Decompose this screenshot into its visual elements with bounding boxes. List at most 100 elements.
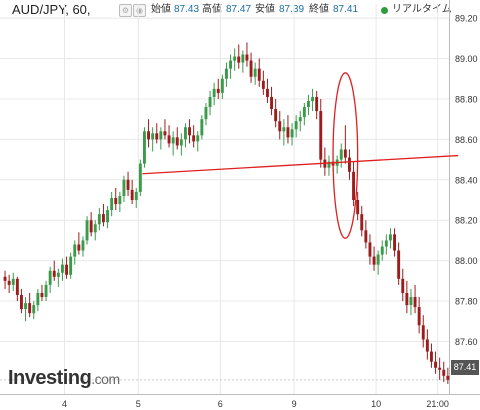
logo-text: Investing [8,367,92,389]
candle-body [384,240,388,247]
candle-body [352,171,355,201]
open-value: 87.43 [174,4,200,15]
candle-body [339,149,343,160]
candle-body [15,278,19,295]
candle-body [348,157,351,172]
low-label: 安値 [255,4,275,15]
candle-body [130,189,134,201]
camera-icon[interactable]: ◉ [133,4,146,17]
candle-body [3,276,7,281]
y-tick-label: 89.00 [455,54,478,64]
candle-body [368,242,372,257]
trend-line [142,154,459,175]
candle-body [220,78,224,93]
investing-logo: Investing.com [8,367,120,390]
close-value: 87.41 [333,4,359,15]
candle-body [245,54,249,61]
candle-body [73,244,77,257]
high-value: 87.47 [226,4,252,15]
candle-body [376,254,380,265]
candle-body [102,214,105,223]
candle-body [138,163,142,192]
candle-body [61,264,64,273]
candle-body [286,127,290,138]
candle-body [134,191,138,201]
candle-body [364,230,368,243]
candle-body [200,119,204,136]
candle-body [89,220,93,233]
candle-body [118,195,122,205]
close-label: 終値 [309,4,329,15]
candle-body [298,117,302,122]
candle-body [307,100,310,108]
candle-body [167,135,171,144]
settings-icon[interactable]: ⚙ [119,4,132,17]
candle-body [188,127,191,136]
candle-body [380,246,384,255]
candle-body [430,351,433,362]
y-tick-label: 88.60 [455,135,478,145]
candle-body [233,56,237,61]
candle-body [69,256,73,275]
candle-body [343,149,347,158]
candle-body [417,307,421,326]
low-value: 87.39 [279,4,305,15]
candle-body [434,361,437,368]
candle-body [302,107,306,118]
candle-body [122,179,126,196]
candle-body [151,133,155,140]
candle-body [315,96,319,112]
candle-body [278,121,282,132]
candle-body [282,127,286,132]
candle-body [446,375,450,380]
candle-body [147,131,150,140]
candle-body [24,303,27,310]
candle-body [266,88,269,97]
candle-body [216,88,220,93]
candle-body [81,240,85,251]
candle-body [413,297,417,308]
candle-body [208,96,212,108]
candle-body [389,234,392,241]
candle-body [237,56,241,63]
candle-body [93,224,97,233]
last-price-tag: 87.41 [451,360,479,375]
highlight-ellipse [332,72,359,239]
y-tick-label: 88.80 [455,94,478,104]
high-label: 高値 [202,4,222,15]
symbol-title[interactable]: AUD/JPY, 60, [12,2,91,17]
candle-body [421,325,425,340]
candle-body [311,96,314,101]
live-label: リアルタイム [392,4,452,15]
candle-body [175,137,179,146]
candle-body [270,96,273,110]
logo-suffix: .com [91,371,120,387]
x-tick-label: 6 [218,399,223,409]
x-tick-label: 10 [371,399,381,409]
candle-body [249,60,253,77]
candle-body [253,68,257,77]
x-tick-label: 5 [136,399,141,409]
live-status-icon [381,7,388,14]
candle-body [212,88,216,97]
candle-body [32,305,36,314]
y-tick-label: 89.20 [455,14,478,24]
candle-body [48,270,52,285]
candle-body [401,278,405,293]
candle-body [229,60,232,69]
candle-body [409,297,413,306]
chart-header: AUD/JPY, 60, ⚙ ◉ 始値 87.43 高値 87.47 安値 87… [0,0,480,20]
candle-body [52,270,56,277]
candle-body [261,80,265,89]
candle-body [196,135,200,142]
candle-body [327,161,331,168]
candle-body [126,179,130,190]
candle-body [393,234,396,251]
candle-body [360,214,364,231]
candle-body [163,131,167,136]
candle-body [171,137,175,144]
y-tick-label: 87.60 [455,337,478,347]
candle-body [319,111,323,160]
y-tick-label: 88.40 [455,175,478,185]
